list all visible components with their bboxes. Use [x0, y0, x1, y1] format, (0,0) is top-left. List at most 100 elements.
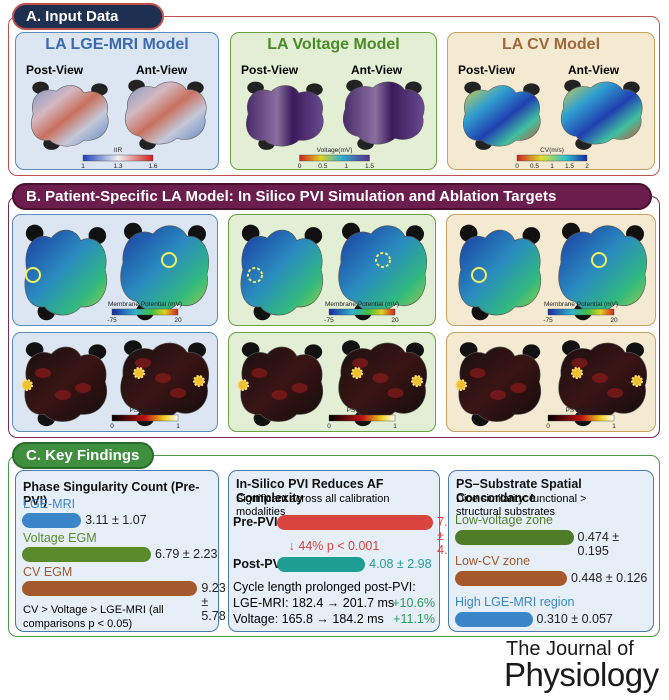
atrium — [124, 79, 207, 150]
colorbar-tick: 1.6 — [148, 163, 157, 170]
ablation-target — [237, 379, 249, 391]
colorbar-tick: 0 — [298, 163, 302, 170]
cycle-row: LGE-MRI: 182.4 → 201.7 ms — [233, 596, 395, 610]
colorbar — [299, 154, 370, 162]
colorbar-tick: 1 — [344, 163, 348, 170]
bar — [22, 547, 151, 562]
colorbar — [111, 308, 179, 316]
note: CV > Voltage > LGE-MRI (all comparisons … — [23, 604, 164, 630]
colorbar-tick: 0 — [546, 423, 550, 430]
colorbar-tick: 1 — [81, 163, 85, 170]
panel: LA CV Model Post-View Ant-View CV(m/s) 0 0.5 1… — [447, 32, 655, 170]
card-title: Phase Singularity Count (Pre-PVI) — [23, 480, 200, 508]
ps-spot — [372, 373, 389, 383]
ps-spot — [135, 358, 151, 368]
colorbar-label: PS density — [565, 407, 597, 414]
value-label: 6.79 ± 2.23 — [155, 547, 218, 561]
change: ↓ 44% p < 0.001 — [288, 539, 380, 553]
colorbar-tick: 20 — [391, 317, 399, 324]
colorbar-tick: 1.5 — [565, 163, 574, 170]
bar — [277, 515, 434, 530]
colorbar — [111, 414, 179, 422]
colorbar-tick: 0 — [327, 423, 331, 430]
atrium — [558, 222, 647, 321]
panel: PS density 0 1 — [228, 332, 436, 432]
bar — [22, 513, 82, 528]
atrium-body — [558, 225, 647, 313]
colorbar-tick: 2 — [585, 163, 589, 170]
atrium-body — [560, 81, 643, 145]
ps-spot — [271, 390, 288, 400]
view-label: Ant-View — [351, 63, 403, 77]
view-label: Ant-View — [568, 63, 620, 77]
colorbar-label: PS density — [346, 407, 378, 414]
panel: Membrane Potential (mV) -75 20 — [228, 214, 436, 326]
atrium — [24, 342, 107, 427]
atrium-body — [240, 229, 323, 316]
ps-spot — [607, 388, 624, 398]
ablation-target — [351, 367, 363, 379]
atrium — [458, 224, 541, 321]
colorbar-tick: 1 — [393, 423, 397, 430]
colorbar-tick: 0.5 — [530, 163, 539, 170]
item-label: High LGE-MRI region — [455, 595, 575, 609]
colorbar-label: PS density — [129, 407, 161, 414]
card-right: PS–Substrate Spatial Concordance Dice si… — [448, 470, 654, 632]
cycle-row: Voltage: 165.8 → 184.2 ms — [233, 612, 384, 626]
ps-spot — [387, 388, 404, 398]
journal-line: The Journal of — [506, 638, 634, 660]
subtitle: Dice similarity: functional > structural… — [456, 493, 587, 518]
view-label: Post-View — [26, 63, 84, 77]
panel-art: IIR 1 1.3 1.6 — [31, 79, 207, 170]
colorbar-tick: 1 — [550, 163, 554, 170]
pvi-ring — [375, 252, 391, 268]
colorbar-label: Membrane Potential (mV) — [544, 301, 618, 308]
view-label: Post-View — [458, 63, 516, 77]
atrium — [458, 342, 541, 427]
ps-spot — [35, 368, 51, 378]
pvi-ring — [161, 252, 177, 268]
pvi-ring — [591, 252, 607, 268]
panel-title: LA Voltage Model — [267, 36, 400, 53]
atrium-body — [338, 225, 427, 313]
ablation-target — [455, 379, 467, 391]
atrium — [338, 222, 427, 321]
pvi-ring — [471, 267, 487, 283]
atrium — [463, 81, 541, 150]
section-a-title: A. Input Data — [12, 3, 164, 30]
card-middle: In-Silico PVI Reduces AF Complexity Sign… — [228, 470, 462, 632]
atrium — [24, 224, 107, 321]
atrium — [342, 79, 425, 150]
pvi-ring — [247, 267, 263, 283]
panel-art: Membrane Potential (mV) -75 20 — [458, 222, 647, 324]
colorbar — [547, 414, 615, 422]
cycle-change: +11.1% — [393, 612, 435, 626]
colorbar-tick: 20 — [610, 317, 618, 324]
value-label: 0.448 ± 0.126 — [571, 571, 648, 585]
item-label: Voltage EGM — [23, 531, 97, 545]
panel-art: PS density 0 1 — [237, 340, 427, 430]
ps-spot — [170, 388, 186, 398]
value-label: 0.310 ± 0.057 — [536, 612, 613, 626]
atrium-body — [120, 225, 209, 313]
colorbar-tick: 0 — [515, 163, 519, 170]
panel-art: Voltage(mV) 0 0.5 1 1.5 — [246, 79, 425, 170]
view-label: Ant-View — [136, 63, 188, 77]
ablation-target — [193, 375, 205, 387]
panel-art: CV(m/s) 0 0.5 1 1.5 2 — [463, 79, 643, 170]
ps-spot — [352, 358, 369, 368]
panel: LA Voltage Model Post-View Ant-View Voltage… — [230, 32, 437, 170]
bar — [455, 612, 533, 627]
panel: LA LGE-MRI Model Post-View Ant-View IIR 1 1.3… — [15, 32, 219, 170]
bar — [455, 530, 574, 545]
section-a-box — [8, 16, 660, 176]
panel-title: LA CV Model — [501, 36, 601, 53]
cycle-title: Cycle length prolonged post-PVI: — [233, 580, 416, 594]
colorbar-label: IIR — [114, 147, 123, 154]
colorbar-tick: 20 — [174, 317, 182, 324]
panel: Membrane Potential (mV) -75 20 — [12, 214, 218, 326]
bar — [455, 571, 567, 586]
atrium-body — [24, 229, 107, 316]
colorbar — [547, 308, 615, 316]
section-b-title: B. Patient-Specific LA Model: In Silico … — [12, 183, 652, 210]
